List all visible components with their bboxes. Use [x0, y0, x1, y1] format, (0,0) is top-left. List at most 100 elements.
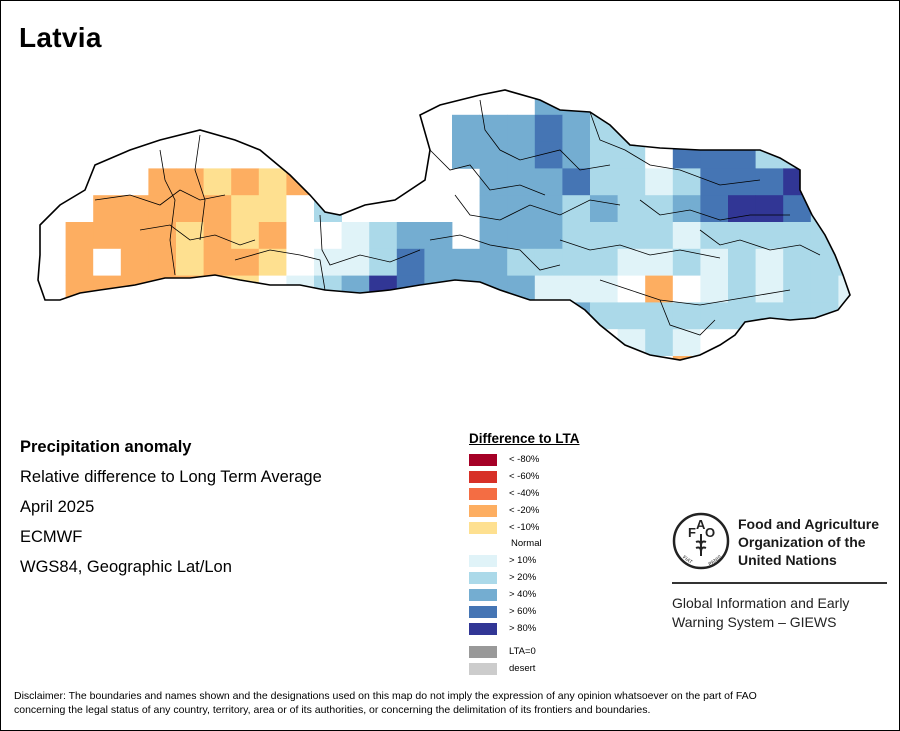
legend-swatch — [469, 572, 497, 585]
anomaly-cell — [148, 168, 177, 196]
anomaly-cell — [562, 141, 591, 169]
anomaly-cell — [341, 248, 370, 276]
anomaly-cell — [645, 329, 674, 357]
logo-letter-o: O — [705, 525, 715, 540]
anomaly-cell — [838, 195, 850, 223]
anomaly-cell — [810, 168, 839, 196]
anomaly-cell — [176, 329, 204, 357]
anomaly-cell — [93, 248, 122, 276]
anomaly-cell — [479, 356, 508, 360]
anomaly-cell — [286, 356, 315, 360]
anomaly-cell — [120, 302, 149, 330]
anomaly-cell — [894, 276, 900, 303]
anomaly-cell — [866, 276, 894, 303]
legend-swatch — [469, 487, 497, 500]
anomaly-cell — [645, 168, 674, 196]
anomaly-cell — [479, 114, 508, 142]
anomaly-cell — [534, 329, 563, 357]
anomaly-cell — [93, 222, 122, 250]
legend-label: LTA=0 — [509, 645, 536, 657]
anomaly-cell — [424, 222, 453, 250]
anomaly-cell — [617, 302, 646, 330]
anomaly-cell — [755, 141, 784, 169]
logo-letter-a: A — [696, 517, 706, 532]
anomaly-cell — [65, 275, 94, 303]
disclaimer-line: concerning the legal status of any count… — [14, 704, 651, 716]
anomaly-cell — [314, 168, 342, 196]
anomaly-cell — [258, 195, 287, 223]
anomaly-cell — [700, 168, 729, 196]
country-border — [37, 89, 851, 361]
anomaly-cell — [286, 248, 315, 276]
anomaly-cell — [341, 302, 370, 330]
precipitation-map — [37, 89, 900, 420]
anomaly-cell — [120, 356, 149, 360]
giews-name: Global Information and Early Warning Sys… — [672, 594, 849, 632]
anomaly-cell — [590, 248, 618, 276]
fao-org-name: Food and Agriculture Organization of the… — [738, 515, 879, 569]
anomaly-cell — [672, 329, 701, 357]
anomaly-cell — [396, 222, 425, 250]
anomaly-cell — [258, 222, 287, 250]
anomaly-cell — [534, 356, 563, 360]
legend-row: < -60% — [469, 469, 580, 486]
anomaly-cell — [562, 356, 591, 360]
map-projection: WGS84, Geographic Lat/Lon — [20, 558, 232, 576]
legend-swatch — [469, 606, 497, 619]
legend-swatch — [469, 555, 497, 568]
anomaly-cell — [866, 410, 894, 420]
anomaly-cell — [258, 356, 287, 360]
anomaly-cell — [176, 302, 204, 330]
anomaly-cell — [203, 356, 232, 360]
anomaly-cell — [866, 356, 894, 383]
legend-label: < -80% — [509, 454, 540, 465]
legend: Difference to LTA < -80% < -60% < -40% <… — [469, 431, 580, 678]
anomaly-cell — [534, 114, 563, 142]
anomaly-cell — [507, 114, 536, 142]
anomaly-cell — [203, 168, 232, 196]
anomaly-cell — [176, 275, 204, 303]
anomaly-cell — [286, 222, 315, 250]
anomaly-cell — [894, 302, 900, 329]
anomaly-cell — [369, 222, 398, 250]
anomaly-cell — [93, 356, 122, 360]
anomaly-cell — [645, 275, 674, 303]
anomaly-cell — [396, 275, 425, 303]
anomaly-cell — [452, 248, 480, 276]
anomaly-cell — [672, 222, 701, 250]
anomaly-cell — [562, 329, 591, 357]
anomaly-cell — [258, 248, 287, 276]
anomaly-cell — [617, 222, 646, 250]
anomaly-cell — [341, 356, 370, 360]
anomaly-cell — [728, 222, 756, 250]
legend-row: < -10% — [469, 520, 580, 537]
anomaly-cell — [866, 383, 894, 410]
anomaly-cell — [176, 168, 204, 196]
anomaly-cell — [783, 248, 812, 276]
anomaly-cell — [479, 195, 508, 223]
legend-row: > 80% — [469, 621, 580, 638]
legend-swatch — [469, 622, 497, 635]
anomaly-cell — [396, 356, 425, 360]
anomaly-cell — [258, 275, 287, 303]
anomaly-cell — [645, 90, 674, 116]
anomaly-cell — [811, 383, 839, 410]
anomaly-cell — [176, 195, 204, 223]
map-period: April 2025 — [20, 498, 95, 516]
anomaly-cell — [672, 275, 701, 303]
legend-row: < -20% — [469, 503, 580, 520]
anomaly-cell — [148, 302, 177, 330]
anomaly-cell — [507, 168, 536, 196]
anomaly-cell — [811, 410, 839, 420]
anomaly-cell — [93, 302, 122, 330]
anomaly-cell — [424, 275, 453, 303]
anomaly-cell — [894, 329, 900, 356]
anomaly-cell — [700, 410, 728, 420]
anomaly-cell — [894, 168, 900, 195]
anomaly-cell — [507, 356, 536, 360]
anomaly-cell — [231, 248, 260, 276]
legend-swatch — [469, 521, 497, 534]
legend-row: > 20% — [469, 570, 580, 587]
anomaly-cell — [507, 141, 536, 169]
anomaly-cell — [286, 302, 315, 330]
